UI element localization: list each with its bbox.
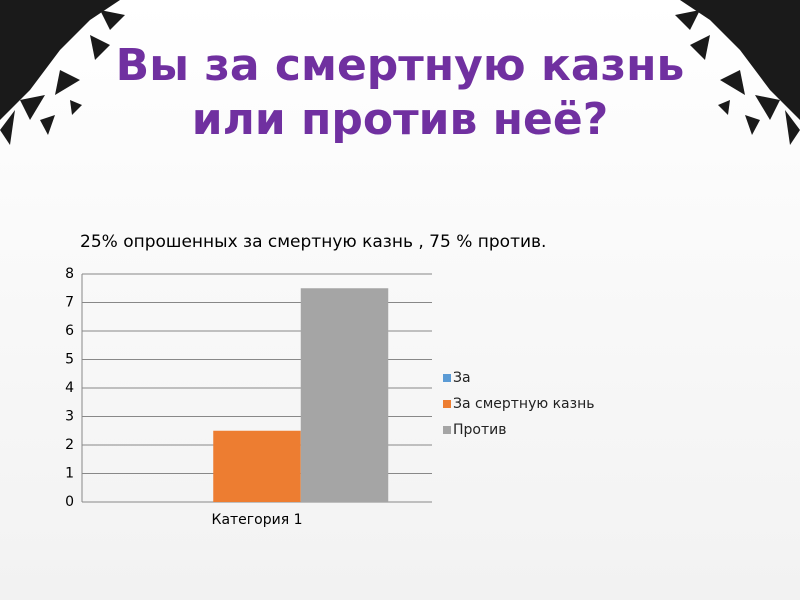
slide-title: или против неё? [192,94,608,145]
y-tick-label: 3 [65,409,74,425]
legend-label: За [453,370,471,386]
legend-swatch [443,374,451,382]
corner-decoration-left [0,0,125,145]
corner-decoration-right [675,0,800,145]
slide-title: Вы за смертную казнь [116,40,685,91]
x-tick-label: Категория 1 [212,512,303,528]
legend-swatch [443,400,451,408]
legend-label: Против [453,422,506,438]
y-tick-label: 5 [65,352,74,368]
y-tick-label: 4 [65,380,74,396]
y-tick-label: 1 [65,466,74,482]
y-tick-label: 6 [65,323,74,339]
bar [300,288,389,502]
legend-label: За смертную казнь [453,396,594,412]
bar [213,430,301,502]
legend-swatch [443,426,451,434]
y-tick-label: 8 [65,266,74,282]
y-tick-label: 2 [65,437,74,453]
subtitle: 25% опрошенных за смертную казнь , 75 % … [80,232,546,252]
y-tick-label: 7 [65,295,74,311]
y-tick-label: 0 [65,494,74,510]
